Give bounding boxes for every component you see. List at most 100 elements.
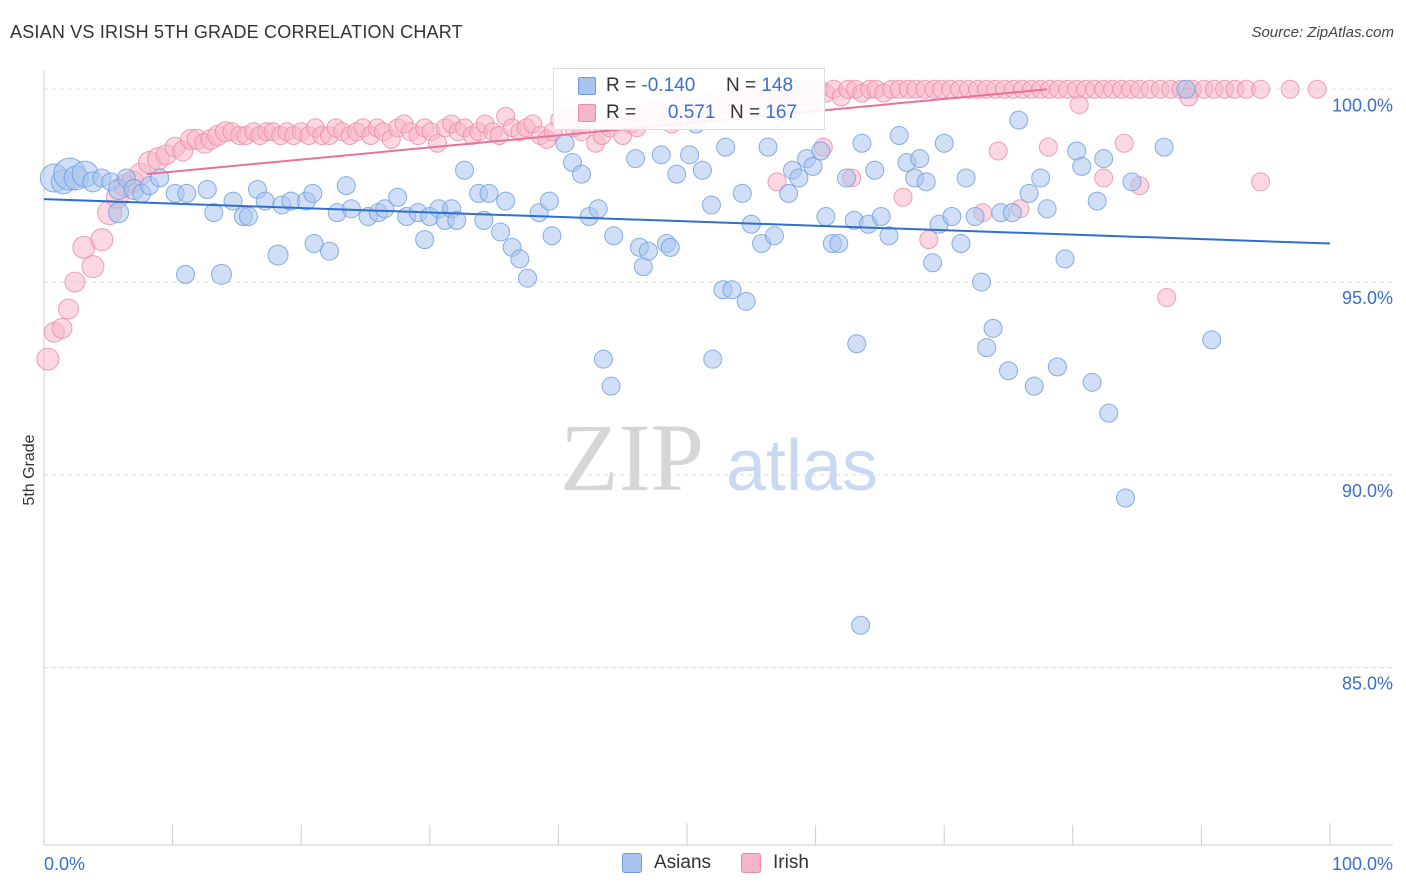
- data-point: [923, 253, 943, 273]
- data-point: [81, 255, 105, 279]
- data-point: [36, 347, 60, 371]
- data-point: [999, 361, 1018, 381]
- data-point: [64, 271, 86, 293]
- data-point: [601, 376, 621, 396]
- source-label: Source: ZipAtlas.com: [1251, 24, 1394, 41]
- watermark: ZIP atlas: [560, 404, 878, 511]
- data-point: [539, 191, 559, 211]
- trend-line: [146, 88, 1048, 176]
- data-point: [811, 141, 831, 161]
- tick-labels: 85.0% 90.0% 95.0% 100.0% 0.0% 100.0%: [44, 95, 1393, 874]
- asians-legend-swatch: [622, 853, 642, 873]
- data-point: [1094, 149, 1114, 169]
- watermark-zip: ZIP: [560, 404, 704, 511]
- data-point: [1002, 203, 1022, 223]
- data-point: [1024, 376, 1044, 396]
- data-point: [1069, 95, 1089, 115]
- data-point: [375, 199, 395, 219]
- legend-label: Asians: [654, 852, 712, 873]
- y-tick-label: 90.0%: [1342, 481, 1393, 501]
- data-point: [965, 207, 985, 227]
- n-value: 148: [761, 75, 794, 96]
- data-point: [951, 234, 971, 254]
- data-point: [1087, 191, 1107, 211]
- data-point: [816, 207, 836, 227]
- r-label: R =: [606, 75, 637, 96]
- data-point: [496, 191, 516, 211]
- data-point: [836, 168, 856, 188]
- data-point: [223, 191, 243, 211]
- data-point: [604, 226, 624, 246]
- data-point: [865, 160, 885, 180]
- data-point: [1202, 330, 1222, 350]
- data-point: [319, 241, 339, 261]
- data-point: [518, 268, 538, 288]
- data-point: [779, 183, 799, 203]
- data-point: [1031, 168, 1051, 188]
- axes: [43, 70, 1393, 846]
- data-point: [1072, 156, 1092, 176]
- data-point: [732, 183, 752, 203]
- r-value: 0.571: [667, 102, 716, 123]
- data-point: [1009, 110, 1029, 130]
- data-point: [1094, 168, 1114, 188]
- data-point: [919, 230, 939, 250]
- data-point: [660, 237, 680, 257]
- data-point: [474, 210, 494, 230]
- legend-item-asians[interactable]: Asians: [622, 852, 711, 874]
- data-point: [764, 226, 784, 246]
- data-point: [703, 349, 723, 369]
- data-point: [1157, 287, 1177, 307]
- data-point: [238, 207, 258, 227]
- y-tick-label: 85.0%: [1342, 674, 1393, 694]
- data-point: [889, 126, 909, 146]
- data-point: [108, 202, 130, 224]
- data-point: [1280, 79, 1300, 99]
- data-point: [1019, 183, 1039, 203]
- legend: Asians Irish: [622, 852, 839, 874]
- data-point: [479, 183, 499, 203]
- data-point: [879, 226, 899, 246]
- data-point: [1114, 133, 1134, 153]
- asians-swatch: [578, 77, 596, 95]
- data-point: [57, 298, 79, 320]
- data-point: [455, 160, 475, 180]
- data-point: [1251, 172, 1271, 192]
- data-point: [829, 234, 849, 254]
- data-point: [983, 318, 1003, 338]
- stats-row-asians: R = -0.140 N = 148: [578, 74, 793, 98]
- data-point: [555, 133, 575, 153]
- r-label: R =: [606, 102, 637, 123]
- y-tick-label: 95.0%: [1342, 288, 1393, 308]
- n-label: N =: [725, 75, 757, 96]
- legend-item-irish[interactable]: Irish: [741, 852, 809, 874]
- data-point: [701, 195, 721, 215]
- data-point: [197, 180, 217, 200]
- data-point: [651, 145, 671, 165]
- stats-box: R = -0.140 N = 148 R = 0.571 N = 167: [553, 68, 825, 130]
- irish-legend-swatch: [741, 853, 762, 873]
- data-point: [910, 149, 930, 169]
- data-point: [916, 172, 936, 192]
- trend-lines: [43, 88, 1331, 245]
- data-point: [934, 133, 954, 153]
- data-point: [988, 141, 1008, 161]
- x-tick-label: 100.0%: [1332, 854, 1393, 874]
- data-point: [1116, 488, 1136, 508]
- data-point: [491, 222, 511, 242]
- data-point: [336, 176, 356, 196]
- legend-label: Irish: [773, 852, 809, 873]
- data-point: [852, 133, 872, 153]
- data-point: [542, 226, 562, 246]
- r-value: -0.140: [641, 75, 696, 96]
- data-point: [1122, 172, 1142, 192]
- data-point: [593, 349, 613, 369]
- data-point: [303, 183, 323, 203]
- y-tick-label: 100.0%: [1332, 95, 1393, 115]
- data-point: [803, 156, 823, 176]
- series-asians: [39, 79, 1222, 635]
- data-point: [942, 207, 962, 227]
- data-point: [204, 203, 224, 223]
- data-point: [415, 230, 435, 250]
